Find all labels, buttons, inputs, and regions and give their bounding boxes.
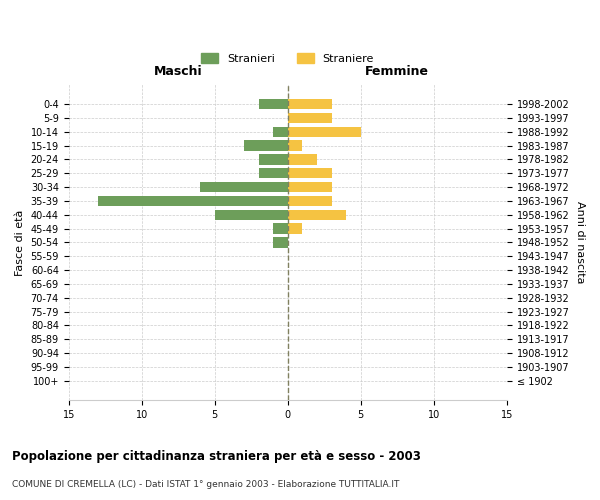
Bar bbox=[98, 196, 288, 206]
Bar bbox=[215, 210, 288, 220]
Legend: Stranieri, Straniere: Stranieri, Straniere bbox=[197, 49, 379, 68]
Text: Popolazione per cittadinanza straniera per età e sesso - 2003: Popolazione per cittadinanza straniera p… bbox=[12, 450, 421, 463]
Bar bbox=[200, 182, 288, 192]
Y-axis label: Fasce di età: Fasce di età bbox=[15, 209, 25, 276]
Bar bbox=[273, 224, 288, 234]
Bar bbox=[288, 154, 317, 164]
Bar bbox=[288, 196, 332, 206]
Bar bbox=[288, 99, 332, 109]
Bar bbox=[288, 140, 302, 150]
Bar bbox=[288, 126, 361, 137]
Bar bbox=[288, 168, 332, 178]
Text: Femmine: Femmine bbox=[365, 65, 429, 78]
Bar bbox=[288, 112, 332, 123]
Bar bbox=[288, 224, 302, 234]
Bar bbox=[244, 140, 288, 150]
Bar bbox=[273, 126, 288, 137]
Text: COMUNE DI CREMELLA (LC) - Dati ISTAT 1° gennaio 2003 - Elaborazione TUTTITALIA.I: COMUNE DI CREMELLA (LC) - Dati ISTAT 1° … bbox=[12, 480, 400, 489]
Bar bbox=[288, 210, 346, 220]
Bar bbox=[273, 237, 288, 248]
Bar bbox=[259, 154, 288, 164]
Y-axis label: Anni di nascita: Anni di nascita bbox=[575, 201, 585, 283]
Text: Maschi: Maschi bbox=[154, 65, 203, 78]
Bar bbox=[259, 99, 288, 109]
Bar bbox=[259, 168, 288, 178]
Bar bbox=[288, 182, 332, 192]
